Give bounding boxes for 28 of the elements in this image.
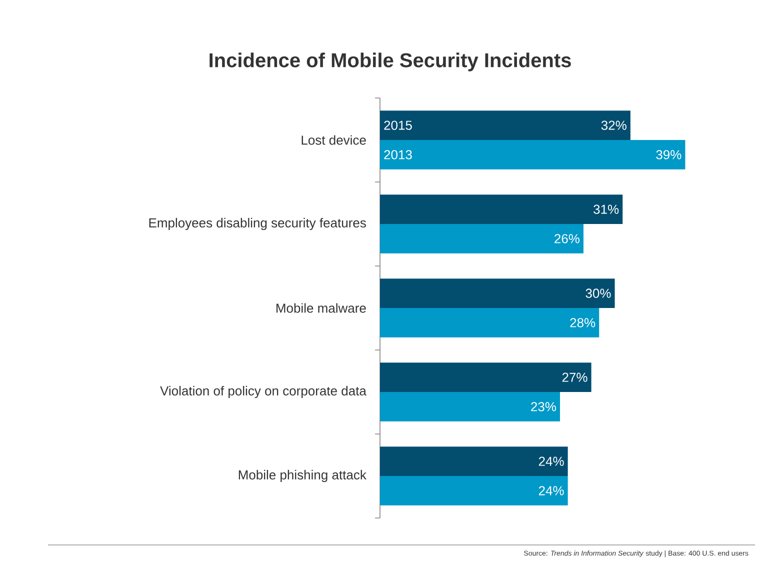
bar	[380, 392, 560, 422]
bar	[380, 278, 615, 308]
series-label: 2013	[384, 150, 412, 160]
y-tick-label: Lost device	[302, 135, 366, 145]
y-tick-label: Mobile malware	[276, 303, 366, 313]
data-label: 39%	[656, 150, 682, 160]
data-label: 26%	[554, 234, 580, 244]
data-label: 32%	[601, 120, 626, 130]
data-label: 27%	[562, 372, 588, 382]
data-label: 28%	[570, 318, 596, 328]
bar	[380, 308, 600, 338]
bar	[380, 362, 592, 392]
data-label: 31%	[594, 204, 619, 214]
y-tick-label: Employees disabling security features	[149, 218, 366, 230]
bar	[380, 194, 623, 224]
bar	[380, 446, 568, 476]
bar	[380, 476, 568, 506]
bar	[380, 224, 584, 254]
series-label: 2015	[384, 120, 412, 130]
data-label: 24%	[538, 456, 564, 466]
chart-title: Incidence of Mobile Security Incidents	[210, 52, 571, 72]
y-tick-label: Mobile phishing attack	[238, 470, 366, 482]
data-label: 30%	[586, 288, 611, 298]
data-label: 23%	[531, 402, 556, 412]
y-tick-label: Violation of policy on corporate data	[160, 386, 366, 398]
data-label: 24%	[538, 486, 564, 496]
bar	[380, 110, 630, 140]
bar	[380, 140, 686, 170]
